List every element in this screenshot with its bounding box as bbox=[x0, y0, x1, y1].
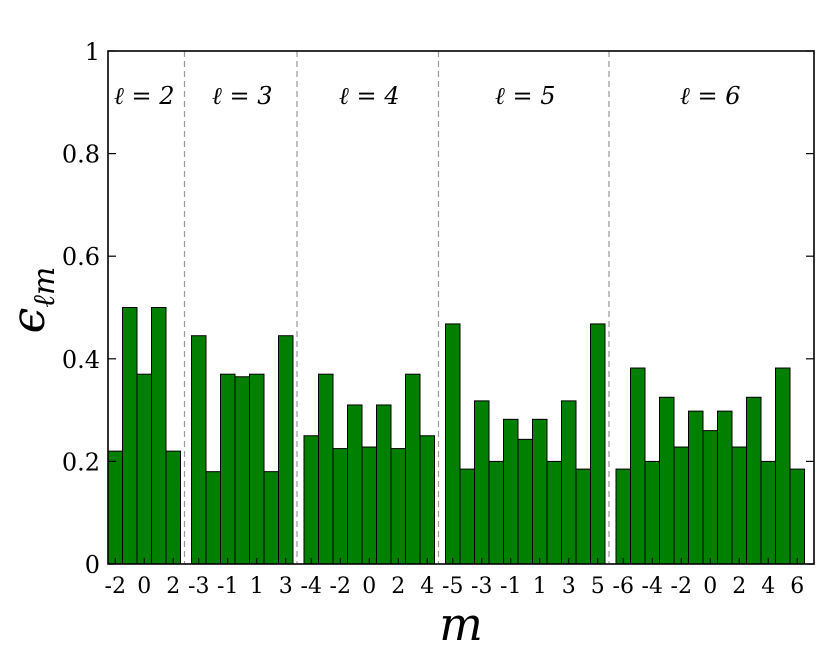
x-axis: -2 0 2 -3 -1 1 3 -4 -2 0 2 4 -5 -3 -1 1 3 5 -6 -4 -2 0 2 4 6 bbox=[105, 558, 804, 599]
x-tick-label: 2 bbox=[732, 574, 746, 599]
bar bbox=[474, 400, 490, 565]
bar bbox=[390, 448, 406, 565]
bar bbox=[615, 468, 631, 565]
bar bbox=[151, 307, 167, 565]
x-tick-label: -2 bbox=[105, 574, 126, 599]
bar bbox=[234, 376, 250, 565]
bar bbox=[165, 450, 181, 565]
y-tick-label: 1 bbox=[85, 38, 100, 66]
x-tick-label: 3 bbox=[279, 574, 293, 599]
bar bbox=[746, 396, 762, 565]
x-tick-label: 2 bbox=[166, 574, 180, 599]
x-tick-label: -1 bbox=[217, 574, 238, 599]
x-tick-label: -4 bbox=[642, 574, 663, 599]
bar bbox=[775, 367, 791, 565]
bar bbox=[459, 468, 475, 565]
bar bbox=[419, 435, 435, 565]
x-tick-label: -2 bbox=[671, 574, 692, 599]
x-tick-label: 0 bbox=[137, 574, 151, 599]
x-tick-label: 5 bbox=[591, 574, 605, 599]
bar bbox=[405, 373, 421, 565]
group-label: ℓ = 2 bbox=[114, 82, 175, 110]
bar bbox=[717, 410, 733, 565]
bar bbox=[191, 335, 207, 565]
y-tick-label: 0.4 bbox=[62, 346, 100, 374]
bar bbox=[630, 367, 646, 565]
bar bbox=[546, 460, 562, 565]
x-tick-label: -6 bbox=[613, 574, 634, 599]
bar bbox=[517, 438, 533, 565]
y-tick-label: 0.2 bbox=[62, 448, 100, 476]
x-tick-label: 2 bbox=[391, 574, 405, 599]
x-tick-label: -5 bbox=[442, 574, 463, 599]
y-axis-label-symbol: ϵ bbox=[1, 308, 55, 334]
bar bbox=[445, 323, 461, 565]
bar bbox=[107, 450, 123, 565]
plot-frame bbox=[107, 50, 815, 565]
bar bbox=[789, 468, 805, 565]
group-separators bbox=[183, 51, 610, 564]
bar bbox=[760, 460, 776, 565]
y-axis: 0 0.2 0.4 0.6 0.8 1 bbox=[62, 38, 814, 579]
bar bbox=[575, 468, 591, 565]
bar bbox=[673, 446, 689, 565]
bar bbox=[731, 446, 747, 565]
group-label: ℓ = 3 bbox=[212, 82, 273, 110]
bar bbox=[332, 448, 348, 565]
bar bbox=[688, 410, 704, 565]
bar bbox=[122, 307, 138, 565]
group-label: ℓ = 6 bbox=[680, 82, 741, 110]
x-tick-label: -2 bbox=[330, 574, 351, 599]
x-tick-label: 3 bbox=[562, 574, 576, 599]
x-tick-label: -1 bbox=[500, 574, 521, 599]
bar bbox=[659, 396, 675, 565]
x-tick-label: -3 bbox=[188, 574, 209, 599]
group-label: ℓ = 5 bbox=[495, 82, 556, 110]
bar bbox=[590, 323, 606, 565]
bar bbox=[347, 404, 363, 565]
bar bbox=[361, 446, 377, 565]
bar bbox=[376, 404, 392, 565]
bar bbox=[318, 373, 334, 565]
bar bbox=[303, 435, 319, 565]
bar bbox=[503, 418, 519, 565]
bar bbox=[278, 335, 294, 565]
y-tick-label: 0 bbox=[85, 551, 100, 579]
bar bbox=[263, 471, 279, 565]
bar bbox=[205, 471, 221, 565]
group-label: ℓ = 4 bbox=[339, 82, 400, 110]
x-tick-label: 6 bbox=[790, 574, 804, 599]
x-tick-label: -3 bbox=[471, 574, 492, 599]
bar bbox=[532, 418, 548, 565]
bar bbox=[249, 373, 265, 565]
bar bbox=[488, 460, 504, 565]
group-labels: ℓ = 2 ℓ = 3 ℓ = 4 ℓ = 5 ℓ = 6 bbox=[114, 82, 741, 110]
bar bbox=[644, 460, 660, 565]
x-tick-label: 4 bbox=[420, 574, 434, 599]
y-axis-label: ϵℓm bbox=[1, 267, 62, 334]
x-tick-label: 1 bbox=[250, 574, 264, 599]
y-axis-label-subscript: ℓm bbox=[27, 267, 62, 308]
x-axis-label: m bbox=[439, 597, 483, 651]
x-tick-label: 1 bbox=[533, 574, 547, 599]
x-tick-label: 0 bbox=[703, 574, 717, 599]
bars bbox=[107, 307, 805, 565]
bar bbox=[220, 373, 236, 565]
y-tick-label: 0.6 bbox=[62, 243, 100, 271]
bar bbox=[702, 430, 718, 565]
bar bbox=[136, 373, 152, 565]
bar bbox=[561, 400, 577, 565]
x-tick-label: 0 bbox=[362, 574, 376, 599]
x-tick-label: -4 bbox=[301, 574, 322, 599]
y-tick-label: 0.8 bbox=[62, 141, 100, 169]
x-tick-label: 4 bbox=[761, 574, 775, 599]
